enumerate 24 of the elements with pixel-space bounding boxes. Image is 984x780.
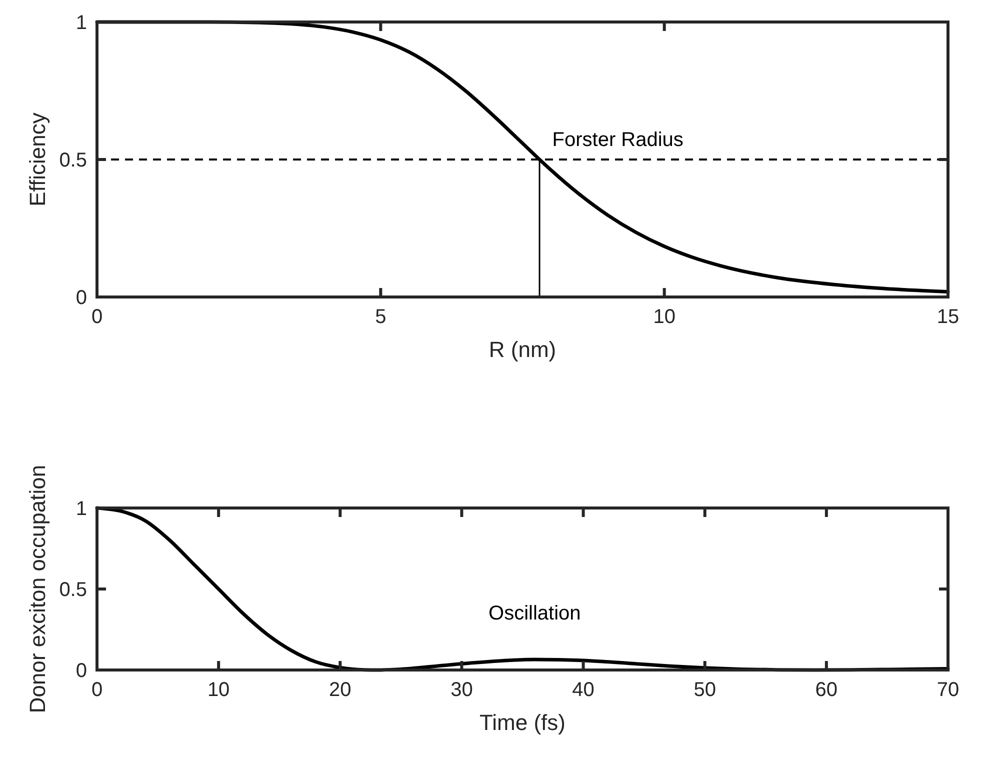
annotation: Oscillation [488, 602, 581, 624]
y-tick-label: 1 [76, 12, 87, 34]
x-axis-title: R (nm) [488, 337, 556, 362]
y-tick-label: 1 [76, 498, 87, 520]
x-tick-label: 70 [936, 679, 960, 701]
x-tick-label: 0 [91, 679, 103, 701]
x-tick-label: 10 [207, 679, 230, 701]
y-tick-label: 0.5 [59, 150, 87, 172]
y-tick-label: 0 [76, 660, 87, 682]
x-tick-label: 0 [91, 306, 103, 328]
y-axis-title: Efficiency [25, 112, 50, 206]
x-axis-title: Time (fs) [480, 710, 566, 735]
x-tick-label: 40 [572, 679, 594, 701]
x-tick-label: 30 [450, 679, 473, 701]
x-tick-label: 50 [694, 679, 716, 701]
x-tick-label: 60 [815, 679, 838, 701]
y-tick-label: 0 [76, 287, 87, 309]
x-tick-label: 20 [329, 679, 352, 701]
x-tick-label: 10 [653, 306, 676, 328]
x-tick-label: 5 [375, 306, 386, 328]
x-tick-label: 15 [936, 306, 960, 328]
y-tick-label: 0.5 [59, 579, 87, 601]
annotation: Forster Radius [552, 128, 684, 151]
y-axis-title: Donor exciton occupation [25, 464, 50, 714]
